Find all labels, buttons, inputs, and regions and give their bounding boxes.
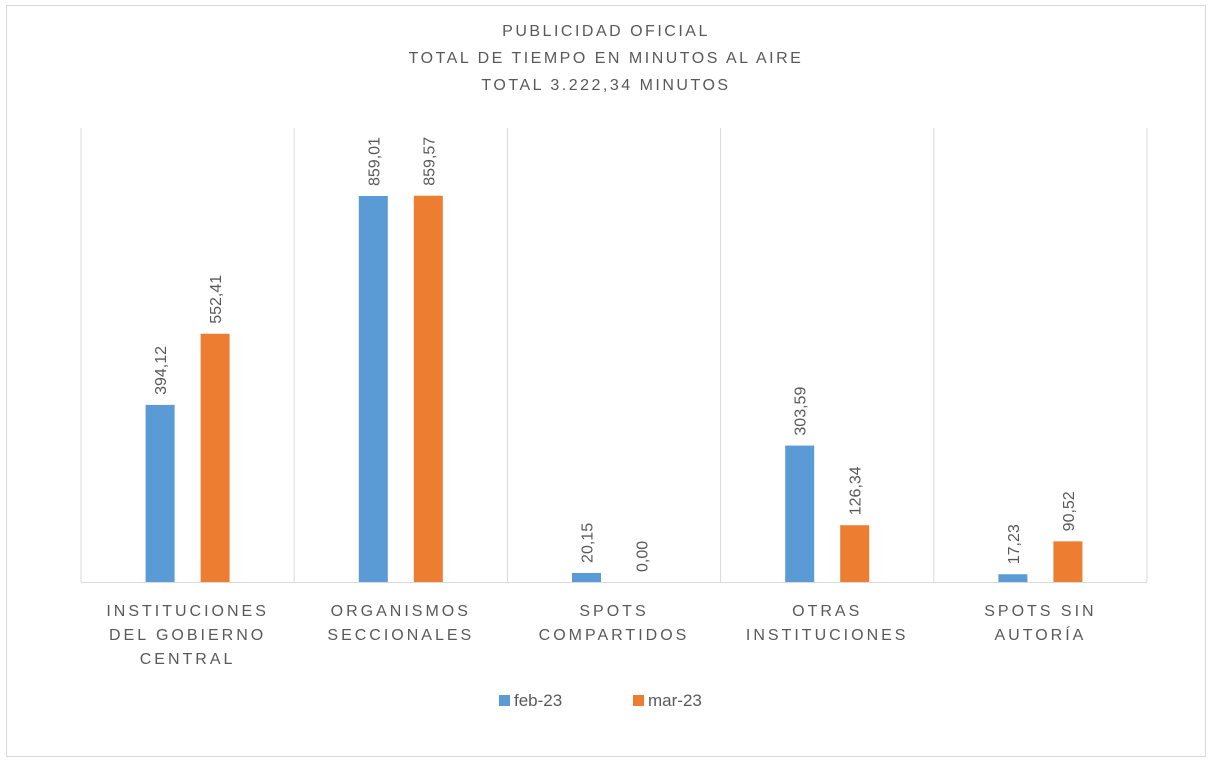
legend-label-mar-23: mar-23 [648,691,702,710]
data-label-feb-23-1: 859,01 [366,137,383,186]
legend-swatch-mar-23 [633,695,644,706]
bar-feb-23-2 [572,572,601,582]
category-label-1-0: ORGANISMOS [331,603,471,620]
chart-title-line-2: TOTAL DE TIEMPO EN MINUTOS AL AIRE [409,50,804,67]
category-label-2-0: SPOTS [579,603,648,620]
data-label-mar-23-3: 126,34 [848,466,865,515]
bar-feb-23-1 [358,196,388,582]
bars [145,195,1083,583]
bar-mar-23-0 [200,333,230,582]
category-label-2-1: COMPARTIDOS [539,627,690,644]
bar-feb-23-4 [998,574,1028,582]
bar-mar-23-3 [840,525,870,582]
chart-title-line-3: TOTAL 3.222,34 MINUTOS [481,77,730,94]
data-label-feb-23-0: 394,12 [153,346,170,395]
category-label-4-0: SPOTS SIN [984,603,1096,620]
data-labels: 394,12 859,01 20,15 303,59 17,23 552,41 859,57… [153,137,1078,572]
bar-chart: PUBLICIDAD OFICIAL TOTAL DE TIEMPO EN MI… [80,23,1148,710]
data-label-mar-23-4: 90,52 [1061,491,1078,531]
category-label-4-1: AUTORÍA [994,625,1086,644]
category-label-3-1: INSTITUCIONES [746,627,909,644]
data-label-mar-23-2: 0,00 [635,541,652,572]
chart-title-line-1: PUBLICIDAD OFICIAL [502,23,710,40]
chart-frame: PUBLICIDAD OFICIAL TOTAL DE TIEMPO EN MI… [6,5,1206,757]
bar-mar-23-1 [413,195,443,583]
bar-feb-23-0 [145,404,175,582]
category-labels: INSTITUCIONES DEL GOBIERNO CENTRAL ORGANISM… [106,603,1096,668]
legend: feb-23 mar-23 [499,691,702,710]
data-label-feb-23-3: 303,59 [793,387,810,436]
chart-title: PUBLICIDAD OFICIAL TOTAL DE TIEMPO EN MI… [409,23,804,94]
bar-mar-23-4 [1053,541,1083,582]
data-label-feb-23-2: 20,15 [580,523,597,563]
data-label-mar-23-0: 552,41 [208,275,225,324]
category-label-1-1: SECCIONALES [327,627,474,644]
legend-label-feb-23: feb-23 [514,691,562,710]
category-gridlines [80,128,1148,582]
data-label-mar-23-1: 859,57 [421,137,438,186]
legend-swatch-feb-23 [499,695,510,706]
data-label-feb-23-4: 17,23 [1006,524,1023,564]
category-label-0-1: DEL GOBIERNO [109,627,266,644]
category-label-0-2: CENTRAL [140,651,236,668]
bar-feb-23-3 [785,445,815,582]
category-label-0-0: INSTITUCIONES [106,603,269,620]
category-label-3-0: OTRAS [792,603,862,620]
